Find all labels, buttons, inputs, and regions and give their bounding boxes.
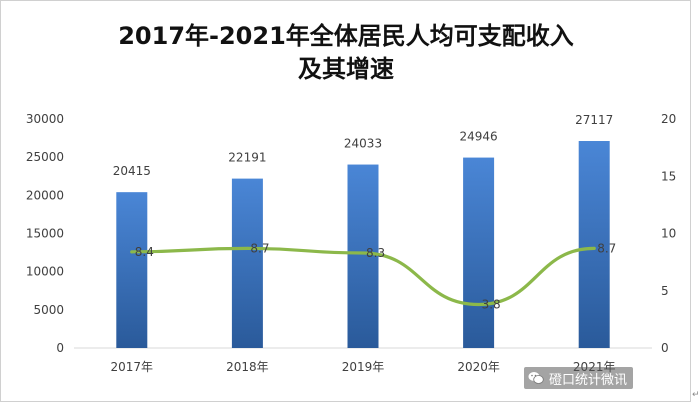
y-right-tick-label: 0 — [661, 341, 669, 355]
bar-data-label: 20415 — [113, 164, 151, 178]
y-left-tick-label: 10000 — [26, 265, 64, 279]
line-point — [361, 251, 365, 255]
wechat-icon — [528, 371, 544, 385]
line-data-label: 3.8 — [482, 297, 501, 311]
x-tick-label: 2017年 — [111, 360, 154, 374]
y-right-tick-label: 10 — [661, 227, 676, 241]
line-point — [130, 250, 134, 254]
y-left-tick-label: 25000 — [26, 150, 64, 164]
chart-title-line-2: 及其增速 — [298, 55, 394, 83]
growth-rate-line — [130, 246, 596, 307]
line-point — [245, 246, 249, 250]
bar-data-label: 24946 — [460, 130, 498, 144]
x-tick-label: 2019年 — [342, 360, 385, 374]
y-left-tick-label: 5000 — [33, 303, 64, 317]
bar — [347, 164, 379, 348]
paragraph-mark: ↵ — [692, 390, 700, 400]
bar — [463, 157, 495, 348]
y-right-tick-label: 20 — [661, 112, 676, 126]
combo-chart: 2017年-2021年全体居民人均可支配收入 及其增速 0 5000 10000 15… — [26, 22, 676, 374]
line-data-label: 8.3 — [366, 246, 385, 260]
y-left-tick-label: 0 — [56, 341, 64, 355]
chart-title-line-1: 2017年-2021年全体居民人均可支配收入 — [118, 22, 574, 50]
line-point — [592, 246, 596, 250]
bar-data-label: 24033 — [344, 137, 382, 151]
y-right-tick-label: 5 — [661, 284, 669, 298]
line-point — [477, 302, 481, 306]
line-data-label: 8.4 — [135, 245, 154, 259]
line-data-label: 8.7 — [597, 241, 616, 255]
watermark-text: 磴口统计微讯 — [549, 372, 628, 388]
bar-data-label: 22191 — [228, 151, 266, 165]
bar — [578, 141, 610, 348]
y-right-tick-label: 15 — [661, 169, 676, 183]
bar — [116, 192, 148, 348]
y-left-tick-label: 30000 — [26, 112, 64, 126]
bar-data-label: 27117 — [575, 113, 613, 127]
x-tick-label: 2018年 — [226, 360, 269, 374]
line-data-label: 8.7 — [250, 241, 269, 255]
y-left-tick-label: 15000 — [26, 227, 64, 241]
bar — [231, 178, 263, 348]
watermark: 磴口统计微讯 — [524, 367, 634, 389]
y-left-tick-label: 20000 — [26, 188, 64, 202]
chart-frame: 2017年-2021年全体居民人均可支配收入 及其增速 0 5000 10000 15… — [0, 0, 691, 402]
plot-area: 0500010000150002000025000300000510152020… — [26, 112, 676, 374]
x-tick-label: 2020年 — [457, 360, 500, 374]
